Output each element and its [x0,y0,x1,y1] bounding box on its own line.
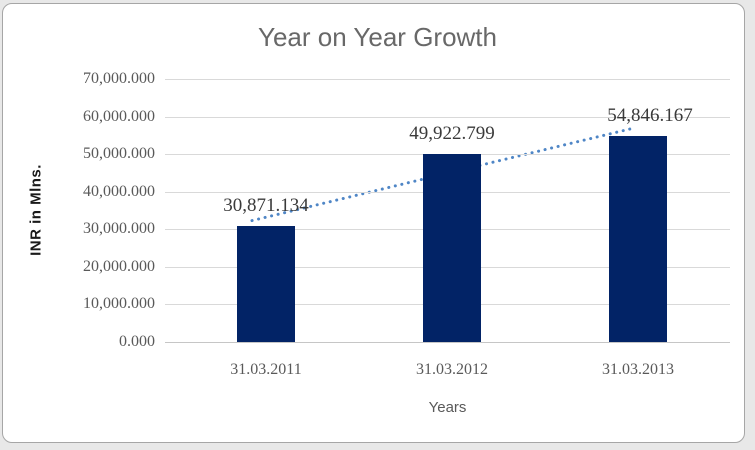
x-axis-title: Years [428,399,467,416]
gridline [165,116,730,118]
y-tick-label: 10,000.000 [83,295,155,313]
data-label: 30,871.134 [223,195,309,216]
data-label: 49,922.799 [409,123,495,145]
bar [609,135,667,342]
x-tick-label: 31.03.2012 [416,361,488,378]
gridline [165,79,730,80]
y-axis-title: INR in Mlns. [27,164,45,256]
y-tick-label: 60,000.000 [83,107,155,125]
x-tick-label: 31.03.2013 [602,361,674,378]
bar [237,226,295,342]
chart-title: Year on Year Growth [258,22,497,52]
bar [423,154,481,342]
y-tick-label: 30,000.000 [83,220,155,238]
y-tick-label: 0.000 [119,333,155,350]
x-axis-line [165,342,730,343]
y-tick-label: 40,000.000 [83,182,155,200]
y-tick-label: 70,000.000 [83,70,155,87]
x-tick-label: 31.03.2011 [230,361,302,378]
data-label: 54,846.167 [607,104,693,126]
y-tick-label: 50,000.000 [83,145,155,163]
y-tick-label: 20,000.000 [83,257,155,275]
